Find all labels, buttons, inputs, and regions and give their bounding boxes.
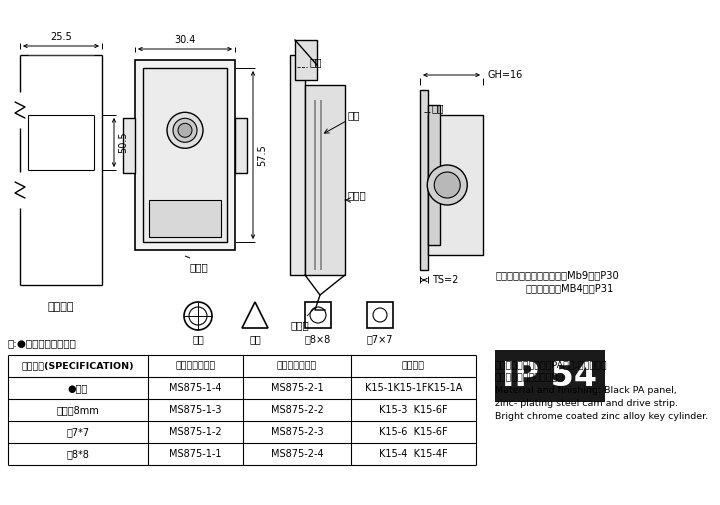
Text: ●翼型: ●翼型 <box>68 383 88 393</box>
Text: 传动条：镀铬锌合金锁芯。: 传动条：镀铬锌合金锁芯。 <box>495 373 564 382</box>
Text: 50.5: 50.5 <box>118 132 128 154</box>
Circle shape <box>173 118 197 142</box>
Text: MS875-1-2: MS875-1-2 <box>169 427 222 437</box>
Text: GH=16: GH=16 <box>487 70 522 80</box>
Text: 三角: 三角 <box>249 334 261 344</box>
Text: 口8*8: 口8*8 <box>66 449 89 459</box>
Text: 材质及表面处理：黑色PA面板;镀锌钢栓、: 材质及表面处理：黑色PA面板;镀锌钢栓、 <box>495 360 608 369</box>
Bar <box>367 302 393 328</box>
Circle shape <box>434 172 460 198</box>
Bar <box>305 302 331 328</box>
Text: MS875-2-4: MS875-2-4 <box>271 449 323 459</box>
Text: 方8×8: 方8×8 <box>305 334 331 344</box>
Text: 特征描述(SPECIFICATION): 特征描述(SPECIFICATION) <box>22 362 135 371</box>
Text: 钢栓: 钢栓 <box>348 110 361 120</box>
Text: 三角型8mm: 三角型8mm <box>57 405 99 415</box>
Text: 钢栓连动式型号: 钢栓连动式型号 <box>277 362 317 371</box>
Circle shape <box>178 123 192 137</box>
Bar <box>420 90 428 270</box>
Text: K15-3  K15-6F: K15-3 K15-6F <box>379 405 448 415</box>
Circle shape <box>167 112 203 148</box>
Bar <box>495 350 605 402</box>
Text: 57.5: 57.5 <box>257 144 267 166</box>
Bar <box>123 118 135 173</box>
Text: 配用钥匙: 配用钥匙 <box>402 362 425 371</box>
Text: Bright chrome coated zinc alloy key cylinder.: Bright chrome coated zinc alloy key cyli… <box>495 412 708 421</box>
Circle shape <box>427 165 467 205</box>
Text: MS875-1-4: MS875-1-4 <box>169 383 222 393</box>
Text: IP 54: IP 54 <box>503 360 598 392</box>
Text: MS875-2-1: MS875-2-1 <box>271 383 323 393</box>
Bar <box>428 105 440 245</box>
Bar <box>135 60 235 250</box>
Bar <box>295 40 317 80</box>
Text: MS875-2-3: MS875-2-3 <box>271 427 323 437</box>
Text: 口7*7: 口7*7 <box>66 427 89 437</box>
Text: 注:●默认常规翼型锁芯: 注:●默认常规翼型锁芯 <box>8 338 77 348</box>
Text: K15-6  K15-6F: K15-6 K15-6F <box>379 427 448 437</box>
Bar <box>428 115 483 255</box>
Text: MS875-2-2: MS875-2-2 <box>271 405 323 415</box>
Text: 传动条: 传动条 <box>291 320 310 330</box>
Text: 传动体: 传动体 <box>348 190 366 200</box>
Text: 开孔尺寸: 开孔尺寸 <box>48 302 74 312</box>
Text: 30.4: 30.4 <box>174 35 196 45</box>
Text: 传动条: 传动条 <box>190 262 209 272</box>
Text: zinc- plating steel cam and drive strip.: zinc- plating steel cam and drive strip. <box>495 399 678 408</box>
Bar <box>290 55 305 275</box>
Text: 25.5: 25.5 <box>50 32 72 42</box>
Text: 配件选用：钢栓传动条机构Mb9系列P30: 配件选用：钢栓传动条机构Mb9系列P30 <box>495 270 618 280</box>
Bar <box>305 85 345 275</box>
Text: 齿条连动式型号: 齿条连动式型号 <box>176 362 215 371</box>
Text: MS875-1-1: MS875-1-1 <box>169 449 222 459</box>
Bar <box>149 200 221 237</box>
Text: MS875-1-3: MS875-1-3 <box>169 405 222 415</box>
Text: TS=2: TS=2 <box>432 275 459 285</box>
Text: 方7×7: 方7×7 <box>366 334 393 344</box>
Text: 翼形: 翼形 <box>192 334 204 344</box>
Text: K15-4  K15-4F: K15-4 K15-4F <box>379 449 448 459</box>
Text: 门板: 门板 <box>309 57 322 67</box>
Bar <box>143 68 227 242</box>
Text: 齿条传动机构MB4系列P31: 齿条传动机构MB4系列P31 <box>525 283 613 293</box>
Text: Material and finishing: Black PA panel,: Material and finishing: Black PA panel, <box>495 386 677 395</box>
Text: K15-1K15-1FK15-1A: K15-1K15-1FK15-1A <box>365 383 462 393</box>
Bar <box>235 118 247 173</box>
Text: 门板: 门板 <box>432 103 444 113</box>
